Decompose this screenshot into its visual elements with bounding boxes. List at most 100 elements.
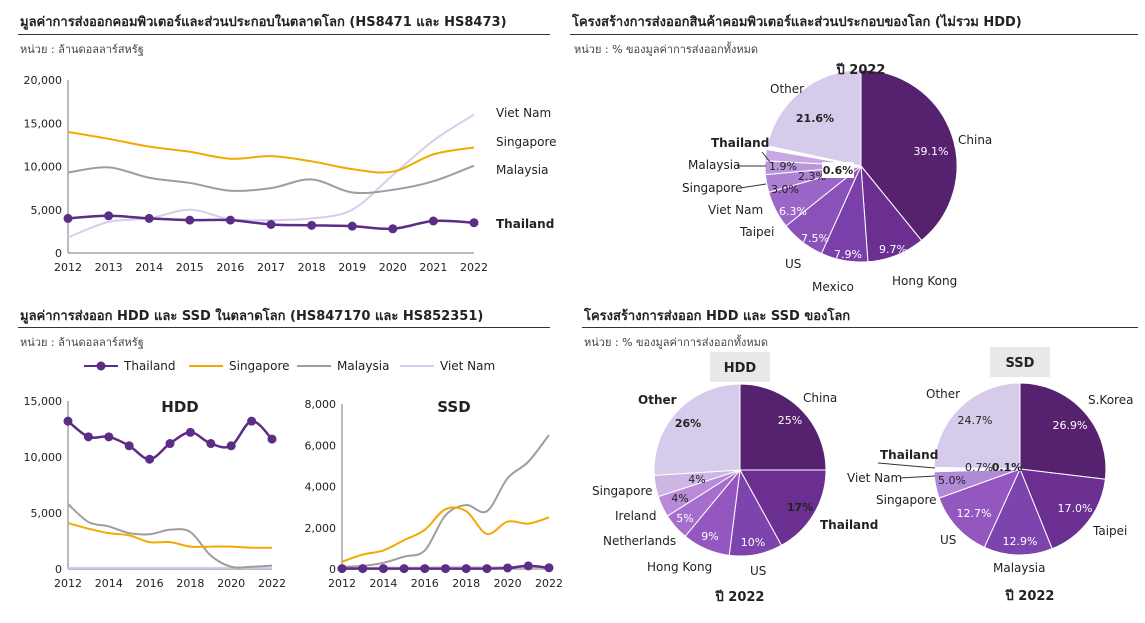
computers-line-unit: หน่วย : ล้านดอลลาร์สหรัฐ: [20, 43, 144, 56]
series-line-singapore: [67, 522, 273, 549]
slice-value: 9.7%: [879, 243, 907, 256]
data-point-thailand: [378, 564, 388, 574]
computers-pie-slice-other: [766, 69, 862, 167]
legend-label: Malaysia: [337, 359, 389, 373]
slice-value: 5.0%: [938, 474, 966, 487]
storage-line-unit: หน่วย : ล้านดอลลาร์สหรัฐ: [20, 336, 144, 349]
x-tick-label: 2016: [136, 577, 164, 590]
slice-label: Other: [926, 387, 960, 401]
series-line-viet-nam: [67, 113, 475, 239]
x-tick-label: 2018: [176, 577, 204, 590]
slice-label: Thailand: [820, 518, 878, 532]
slice-value: 25%: [778, 414, 802, 427]
data-point-thailand: [63, 213, 73, 223]
data-point-thailand: [266, 219, 276, 229]
data-point-thailand: [226, 441, 236, 451]
data-point-thailand: [307, 220, 317, 230]
data-point-thailand: [247, 416, 257, 426]
slice-label: Singapore: [682, 181, 743, 195]
slice-label: China: [803, 391, 837, 405]
x-tick-label: 2018: [452, 577, 480, 590]
computers-pie-title: โครงสร้างการส่งออกสินค้าคอมพิวเตอร์และส่…: [572, 15, 1022, 30]
slice-value: 10%: [741, 536, 765, 549]
series-label-thailand: Thailand: [496, 217, 554, 231]
chart-title: SSD: [437, 398, 470, 416]
pie-title: ปี 2022: [835, 62, 885, 78]
legend-label: Singapore: [229, 359, 290, 373]
computers-pie-slice-china: [860, 69, 958, 242]
x-tick-label: 2017: [257, 261, 285, 274]
slice-value: 6.3%: [779, 205, 807, 218]
hdd-pie-slice-china: [739, 383, 827, 471]
leader-line: [877, 462, 936, 469]
y-tick-label: 15,000: [24, 117, 63, 130]
slice-value: 24.7%: [958, 414, 993, 427]
x-tick-label: 2013: [95, 261, 123, 274]
slice-value: 21.6%: [796, 112, 834, 125]
x-tick-label: 2016: [411, 577, 439, 590]
series-label-viet-nam: Viet Nam: [496, 106, 551, 120]
slice-label: Taipei: [1092, 524, 1127, 538]
y-tick-label: 6,000: [305, 439, 337, 452]
hdd-pie-slice-other: [653, 383, 741, 476]
x-tick-label: 2020: [217, 577, 245, 590]
y-tick-label: 10,000: [24, 451, 63, 464]
y-tick-label: 2,000: [305, 522, 337, 535]
slice-value: 5%: [676, 512, 693, 525]
ssd-pie-slice-us: [938, 468, 1021, 548]
data-point-thailand: [165, 439, 175, 449]
data-point-thailand: [185, 215, 195, 225]
slice-label: Viet Nam: [847, 471, 902, 485]
y-tick-label: 20,000: [24, 74, 63, 87]
data-point-thailand: [523, 561, 533, 571]
series-label-malaysia: Malaysia: [496, 163, 548, 177]
data-point-thailand: [104, 432, 114, 442]
x-tick-label: 2014: [95, 577, 123, 590]
slice-label: Viet Nam: [708, 203, 763, 217]
storage-pie-unit: หน่วย : % ของมูลค่าการส่งออกทั้งหมด: [584, 336, 769, 349]
x-tick-label: 2021: [419, 261, 447, 274]
slice-label: Taipei: [739, 225, 774, 239]
slice-label: Other: [638, 393, 677, 407]
legend-marker-thailand: [96, 361, 106, 371]
x-tick-label: 2022: [460, 261, 488, 274]
slice-value: 17%: [787, 501, 813, 514]
x-tick-label: 2020: [379, 261, 407, 274]
pie-title: HDD: [724, 361, 757, 376]
data-point-thailand: [399, 564, 409, 574]
slice-label: Singapore: [876, 493, 937, 507]
data-point-thailand: [144, 213, 154, 223]
data-point-thailand: [225, 215, 235, 225]
leader-line: [761, 151, 771, 163]
ssd-pie-slice-s-korea: [1019, 382, 1107, 480]
data-point-thailand: [83, 432, 93, 442]
pie-footer: ปี 2022: [714, 589, 764, 605]
hdd-pie-slice-thailand: [739, 469, 827, 547]
y-tick-label: 0: [329, 563, 336, 576]
data-point-thailand: [420, 564, 430, 574]
leader-line: [739, 183, 767, 189]
data-point-thailand: [104, 211, 114, 221]
slice-label: Other: [770, 82, 804, 96]
series-line-singapore: [341, 506, 550, 563]
x-tick-label: 2022: [258, 577, 286, 590]
slice-value: 3.0%: [771, 183, 799, 196]
slice-value: 0.1%: [992, 461, 1023, 474]
series-label-singapore: Singapore: [496, 135, 557, 149]
series-line-malaysia: [67, 164, 475, 195]
data-point-thailand: [337, 564, 347, 574]
x-tick-label: 2015: [176, 261, 204, 274]
series-line-malaysia: [67, 503, 273, 569]
data-point-thailand: [358, 564, 368, 574]
slice-label: Ireland: [615, 509, 657, 523]
slice-value: 9%: [701, 530, 718, 543]
data-point-thailand: [124, 441, 134, 451]
ssd-pie-slice-malaysia: [983, 467, 1053, 556]
pie-title: SSD: [1006, 356, 1035, 371]
slice-value: 0.7%: [965, 461, 993, 474]
computers-line-title: มูลค่าการส่งออกคอมพิวเตอร์และส่วนประกอบใ…: [20, 15, 507, 30]
y-tick-label: 0: [55, 563, 62, 576]
legend-label: Viet Nam: [440, 359, 495, 373]
slice-label: China: [958, 133, 992, 147]
